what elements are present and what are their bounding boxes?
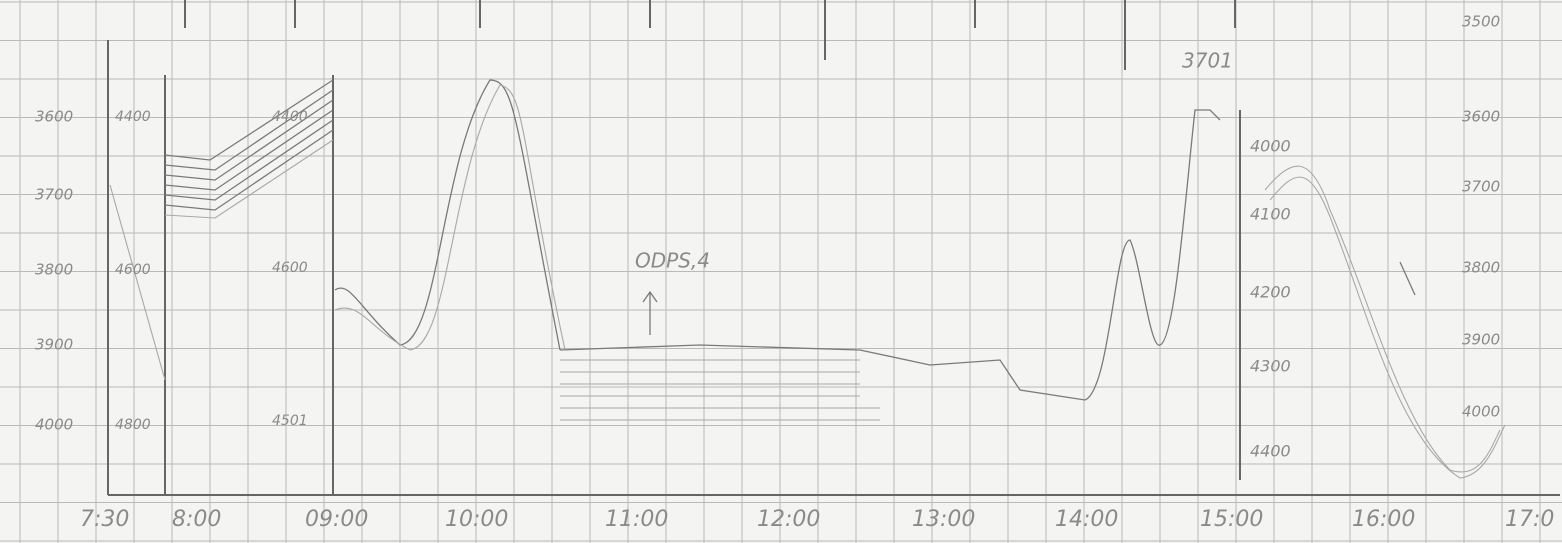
x-label: 17:0 <box>1505 507 1554 532</box>
x-label: 13:00 <box>912 507 975 532</box>
y-label: 4100 <box>1250 205 1291 224</box>
x-label: 8:00 <box>172 507 221 532</box>
y-label: 4400 <box>115 109 151 125</box>
y-label: 4200 <box>1250 283 1291 302</box>
x-label: 09:00 <box>305 507 368 532</box>
y-label: 4600 <box>272 260 308 276</box>
y-label: 4600 <box>115 262 151 278</box>
y-label: 3700 <box>35 186 73 204</box>
x-label: 14:00 <box>1055 507 1118 532</box>
axes <box>107 0 1560 496</box>
y-label: 3900 <box>35 336 73 354</box>
y-label: 3500 <box>1462 13 1500 31</box>
x-label: 16:00 <box>1352 507 1415 532</box>
x-label: 7:30 <box>80 507 129 532</box>
y-label: 4000 <box>1462 403 1500 421</box>
y-label: 3700 <box>1462 178 1500 196</box>
y-label: 3600 <box>1462 108 1500 126</box>
curves <box>109 79 1506 479</box>
y-label: 3900 <box>1462 331 1500 349</box>
y-label: 4000 <box>35 416 73 434</box>
y-label: 4000 <box>1250 137 1291 156</box>
annotation: 3701 <box>1182 49 1233 73</box>
y-label: 4400 <box>1250 442 1291 461</box>
x-label: 11:00 <box>605 507 668 532</box>
x-label: 12:00 <box>757 507 820 532</box>
x-label: 15:00 <box>1200 507 1263 532</box>
y-label: 3800 <box>1462 259 1500 277</box>
y-label: 4501 <box>272 413 308 429</box>
y-label: 4800 <box>115 417 151 433</box>
y-label: 4400 <box>272 109 308 125</box>
y-label: 3600 <box>35 108 73 126</box>
annotation: ODPS,4 <box>635 249 710 273</box>
x-label: 10:00 <box>445 507 508 532</box>
y-label: 4300 <box>1250 357 1291 376</box>
y-label: 3800 <box>35 261 73 279</box>
